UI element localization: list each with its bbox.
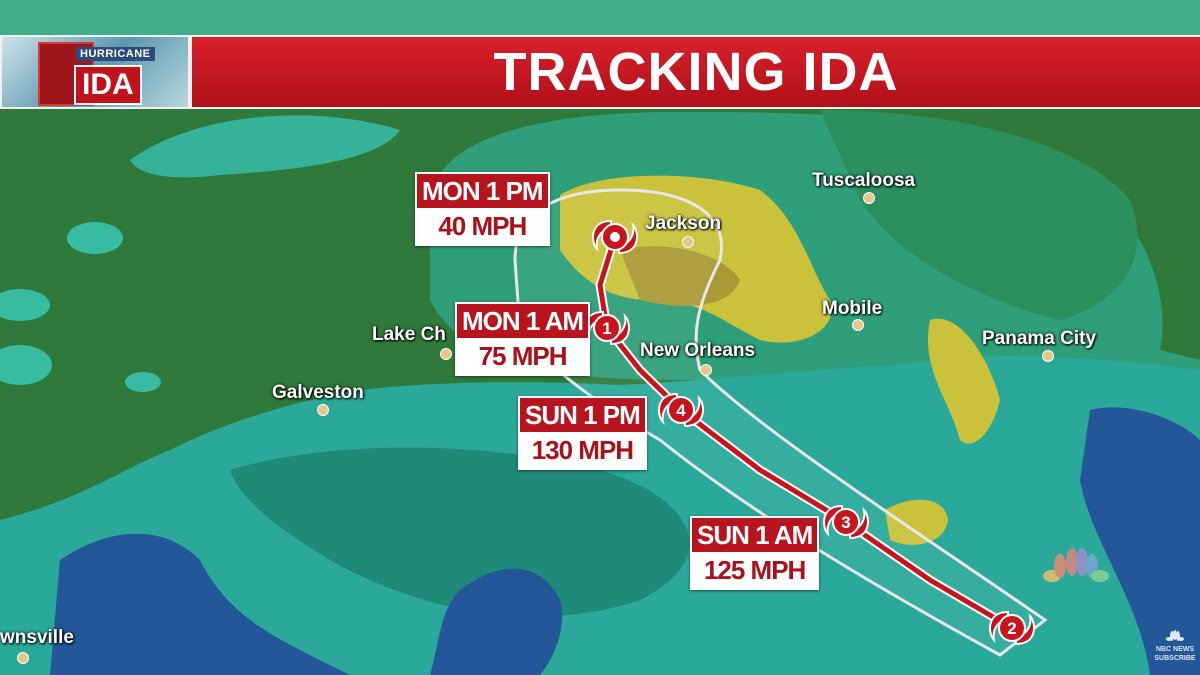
forecast-wind: 125 MPH: [692, 552, 818, 588]
forecast-wind: 75 MPH: [457, 338, 589, 374]
city-marker: [700, 364, 712, 376]
city-marker: [317, 404, 329, 416]
city-label: Lake Ch: [372, 324, 446, 345]
deep-water: [50, 533, 350, 675]
city-label: Jackson: [645, 213, 722, 234]
forecast-time: MON 1 PM: [417, 174, 548, 208]
storm-category: 1: [602, 319, 611, 338]
forecast-wind: 130 MPH: [520, 432, 645, 468]
hurricane-symbol-icon: 4: [657, 392, 705, 428]
hurricane-symbol-icon: 2: [988, 610, 1036, 646]
hurricane-symbol-icon: 3: [822, 504, 870, 540]
rain-band: [130, 115, 400, 178]
rain-band: [0, 0, 1200, 35]
forecast-label-sun-1pm: SUN 1 PM 130 MPH: [518, 396, 647, 470]
watermark-brand: NBC NEWS: [1155, 646, 1195, 653]
city-marker: [852, 319, 864, 331]
forecast-cone: [513, 188, 1048, 657]
nbc-peacock-icon: [1043, 548, 1109, 582]
storm-category: 2: [1007, 619, 1016, 638]
city-label: New Orleans: [640, 340, 756, 361]
forecast-label-mon-1am: MON 1 AM 75 MPH: [455, 302, 591, 376]
page-title: TRACKING IDA: [493, 42, 899, 102]
hurricane-symbol-icon: [591, 219, 639, 255]
title-banner: HURRICANE IDA TRACKING IDA: [0, 35, 1200, 109]
forecast-time: SUN 1 AM: [692, 518, 818, 552]
city-marker: [17, 652, 29, 664]
city-label: Mobile: [822, 298, 883, 319]
city-label: wnsville: [0, 627, 74, 648]
logo-subtitle: HURRICANE: [76, 47, 155, 61]
forecast-time: SUN 1 PM: [520, 398, 645, 432]
city-marker: [440, 348, 452, 360]
nbc-news-watermark: NBC NEWS SUBSCRIBE: [1154, 630, 1196, 663]
hurricane-ida-logo: HURRICANE IDA: [2, 37, 188, 107]
city-label: Panama City: [982, 328, 1097, 349]
city-marker: [682, 236, 694, 248]
watermark-subscribe[interactable]: SUBSCRIBE: [1154, 655, 1196, 662]
city-marker: [1042, 350, 1054, 362]
logo-title: IDA: [74, 65, 142, 105]
forecast-label-sun-1am: SUN 1 AM 125 MPH: [690, 516, 820, 590]
storm-category: 4: [676, 401, 686, 420]
city-label: Galveston: [272, 382, 364, 403]
city-marker: [863, 192, 875, 204]
forecast-time: MON 1 AM: [457, 304, 589, 338]
nbc-mini-peacock-icon: [1166, 630, 1184, 641]
city-label: Tuscaloosa: [812, 170, 916, 191]
forecast-label-mon-1pm: MON 1 PM 40 MPH: [415, 172, 550, 246]
storm-category: 3: [841, 513, 850, 532]
forecast-wind: 40 MPH: [417, 208, 548, 244]
